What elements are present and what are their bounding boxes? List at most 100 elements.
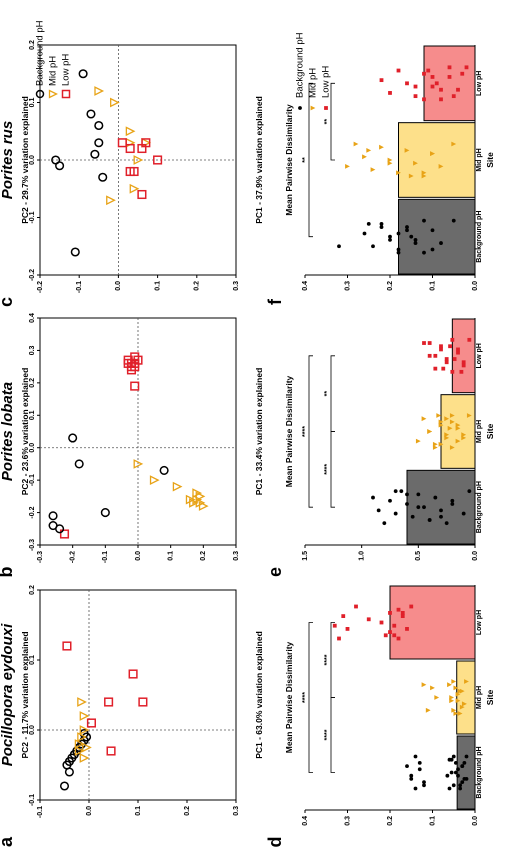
data-point [451,783,456,788]
data-point [457,688,463,694]
data-point [341,614,346,618]
y-tick-label: 1.5 [302,551,309,561]
data-point [461,363,466,368]
x-tick-label: Low pH [476,71,483,96]
panel-letter: a [0,836,16,847]
y-tick-label: 0.1 [29,410,36,420]
data-point [337,244,341,249]
data-point [48,511,58,521]
data-point [405,81,409,86]
data-point [106,195,116,206]
data-point [427,353,432,358]
data-point [444,432,450,438]
significance-label: **** [324,729,331,740]
panel-letter: e [265,567,285,577]
data-point [128,669,138,679]
significance-label: ** [302,157,309,163]
y-tick-label: 0.2 [29,378,36,388]
data-point [430,84,435,89]
data-point [432,441,438,447]
data-point [422,780,426,784]
significance-bracket [330,697,335,773]
legend-marker [324,106,328,110]
data-point [388,234,392,239]
data-point [422,71,426,76]
y-tick-label: 0.4 [302,281,309,291]
legend-marker [48,89,58,99]
data-point [379,620,384,625]
data-point [396,170,401,176]
y-axis-label: Mean Pairwise Dissimilarity [284,104,294,216]
significance-bracket [330,622,335,698]
data-point [405,225,409,229]
data-point [388,498,392,503]
y-tick-label: 0.0 [29,725,36,735]
data-point [404,148,410,153]
data-point [413,84,418,89]
data-point [125,126,136,137]
data-point [409,777,414,781]
data-point [388,237,392,242]
data-point [422,505,426,510]
x-tick-label: Mid pH [476,420,483,443]
data-point [129,183,140,194]
significance-label: ** [324,119,331,125]
data-point [451,754,456,759]
y-tick-label: 0.3 [344,816,351,826]
y-tick-label: -0.2 [29,506,36,518]
data-point [453,770,458,775]
legend-label: Mid pH [308,68,319,98]
data-point [433,366,438,371]
data-point [427,429,433,434]
y-tick-label: 0.2 [29,40,36,50]
significance-bracket [308,355,313,508]
legend-marker [61,89,71,99]
data-point [417,767,422,772]
data-point [461,435,467,441]
data-point [455,422,461,428]
data-point [393,511,398,516]
x-tick-label: 0.3 [233,806,240,816]
data-point [74,739,85,749]
y-tick-label: 0.1 [429,281,436,291]
data-point [444,416,450,422]
y-tick-label: 0.0 [472,281,479,291]
data-point [450,498,455,503]
significance-label: **** [324,654,331,665]
data-point [441,366,446,371]
data-point [366,148,372,153]
x-tick-label: Background pH [476,481,483,533]
y-tick-label: 0.4 [29,313,36,323]
data-point [94,120,104,131]
data-point [408,173,414,179]
data-point [382,521,387,526]
data-point [393,489,398,494]
data-point [447,786,452,791]
bar [389,585,476,660]
y-tick-label: 0.1 [429,816,436,826]
data-point [98,172,108,182]
data-point [405,492,409,497]
data-point [137,143,147,154]
data-point [439,514,443,519]
y-tick-label: 0.4 [302,816,309,826]
data-point [410,514,415,519]
data-point [449,698,455,704]
data-point [388,611,392,615]
data-point [366,617,371,622]
data-point [337,636,341,641]
data-point [444,357,449,361]
y-tick-label: 1.0 [359,551,366,561]
data-point [362,154,367,160]
data-point [354,604,358,609]
data-point [387,160,393,166]
data-point [86,109,96,119]
data-point [405,764,409,768]
data-point [462,761,467,765]
data-point [430,75,435,79]
data-point [449,419,455,425]
data-point [436,413,442,418]
data-point [189,497,199,508]
data-point [421,682,427,688]
